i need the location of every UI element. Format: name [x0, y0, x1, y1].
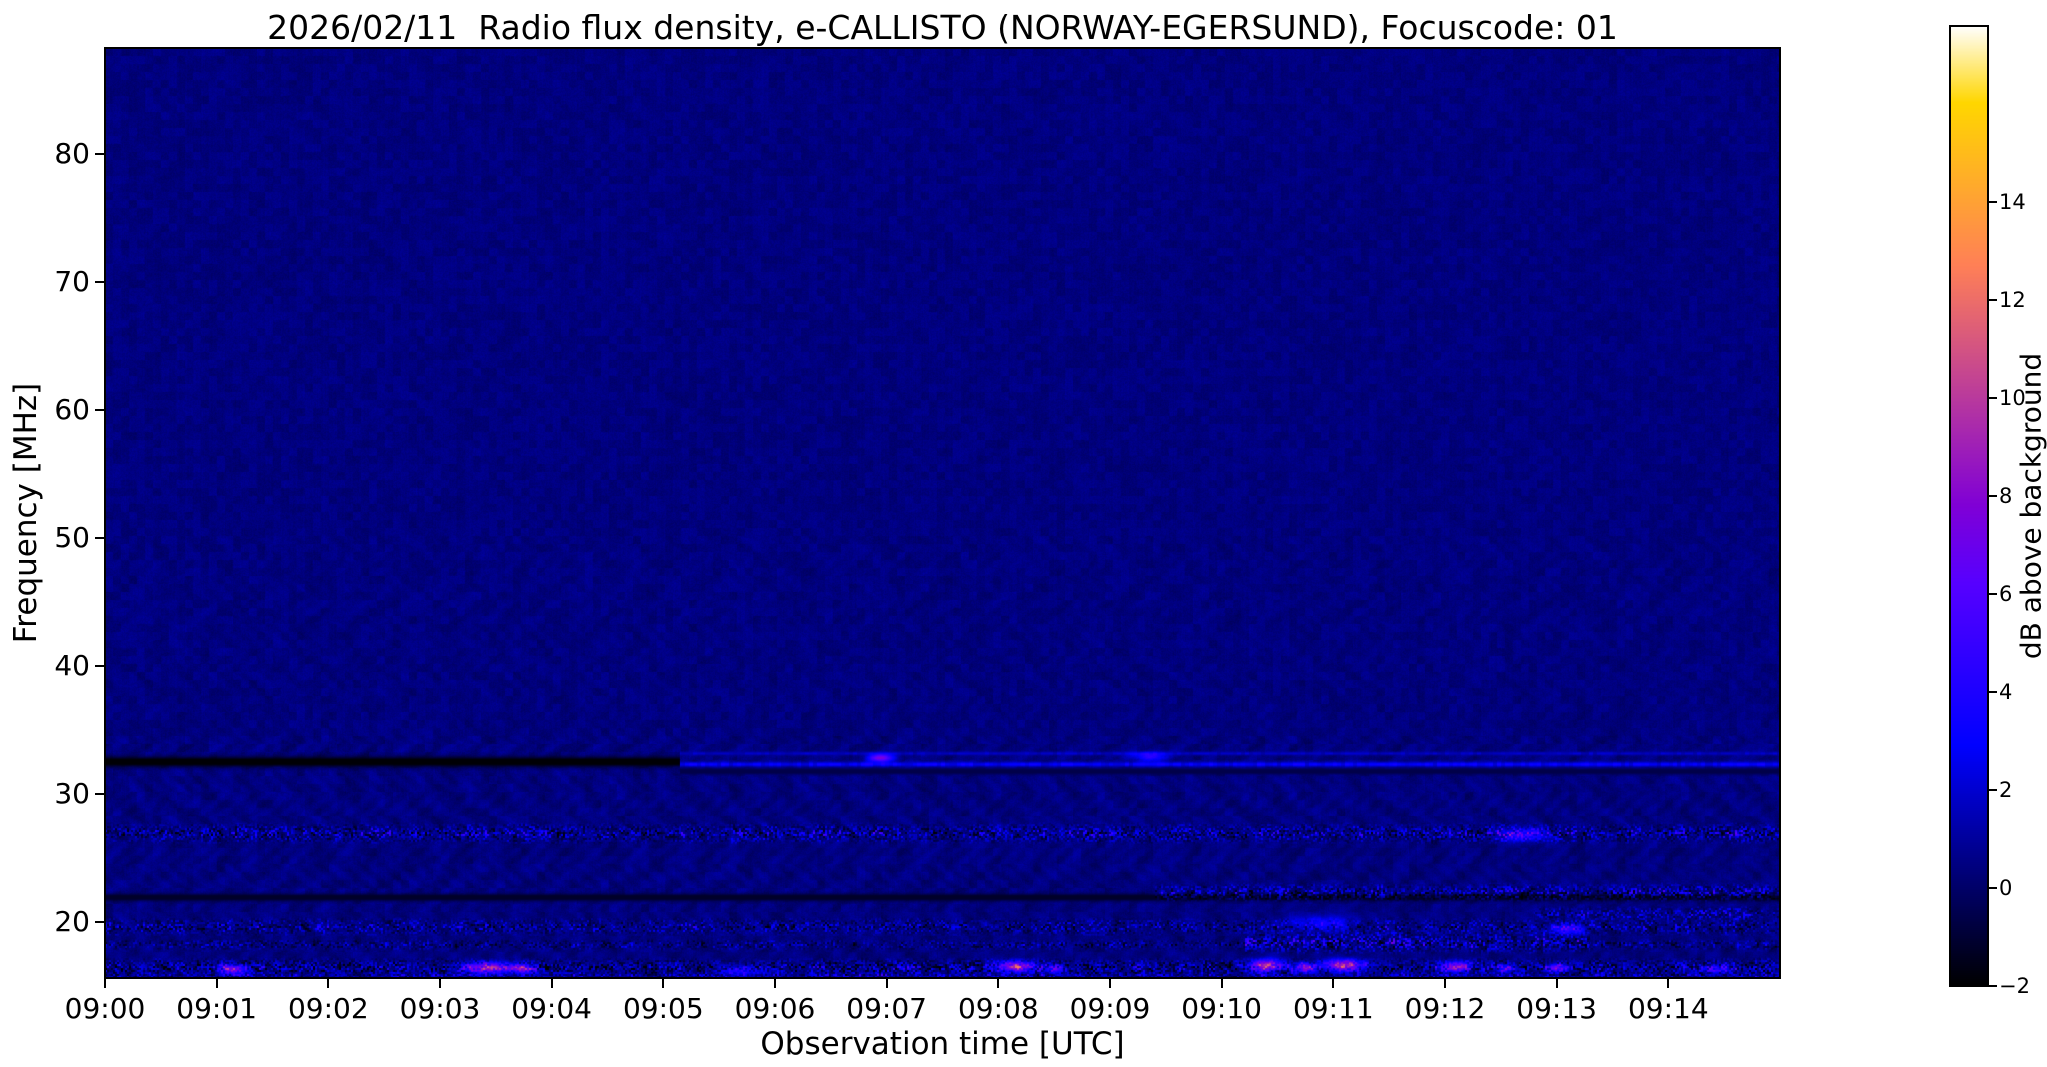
x-tick-label: 09:07: [846, 992, 927, 1025]
x-tick-label: 09:14: [1627, 992, 1709, 1025]
x-tick-label: 09:09: [1069, 992, 1151, 1025]
colorbar-tick-label: 6: [1999, 582, 2013, 607]
x-tick-mark: [997, 979, 1000, 988]
colorbar-tick-label: 4: [1999, 680, 2013, 705]
y-tick-mark: [95, 409, 105, 412]
colorbar-tick-label: −2: [1999, 974, 2030, 998]
y-tick-label: 20: [54, 904, 90, 938]
x-tick-label: 09:11: [1292, 992, 1374, 1025]
x-axis-label: Observation time [UTC]: [760, 1026, 1125, 1062]
colorbar-tick-mark: [1989, 299, 1997, 302]
y-tick-mark: [95, 792, 105, 795]
x-tick-label: 09:00: [64, 992, 146, 1025]
colorbar-tick-mark: [1989, 985, 1997, 987]
colorbar-tick-mark: [1989, 593, 1997, 596]
x-tick-label: 09:06: [734, 992, 816, 1025]
colorbar-tick-label: 10: [1999, 386, 2026, 411]
colorbar-tick-label: 8: [1999, 484, 2013, 509]
y-tick-label: 40: [54, 648, 90, 682]
x-tick-label: 09:12: [1404, 992, 1486, 1025]
x-tick-mark: [327, 979, 330, 988]
x-tick-mark: [104, 979, 106, 988]
x-tick-mark: [1667, 979, 1670, 988]
colorbar-tick-mark: [1989, 789, 1997, 792]
x-tick-mark: [662, 979, 665, 988]
colorbar-label: dB above background: [2014, 352, 2047, 660]
x-tick-label: 09:13: [1516, 992, 1597, 1025]
y-tick-mark: [95, 281, 105, 284]
y-tick-label: 60: [54, 393, 90, 427]
y-tick-label: 30: [54, 776, 90, 810]
x-tick-label: 09:08: [957, 992, 1039, 1025]
colorbar-tick-label: 12: [1999, 288, 2026, 313]
y-tick-mark: [95, 153, 105, 156]
colorbar-tick-label: 2: [1999, 778, 2013, 803]
colorbar-tick-label: 0: [1999, 876, 2013, 901]
x-tick-mark: [550, 979, 553, 988]
y-tick-mark: [95, 664, 105, 667]
spectrogram-canvas: [105, 48, 1780, 978]
x-tick-mark: [1220, 979, 1223, 988]
x-tick-mark: [774, 979, 776, 988]
x-tick-mark: [1332, 979, 1335, 988]
y-axis-label: Frequency [MHz]: [8, 382, 44, 644]
x-tick-label: 09:03: [399, 992, 481, 1025]
colorbar-tick-mark: [1989, 691, 1997, 694]
plot-title: 2026/02/11 Radio flux density, e-CALLIST…: [267, 8, 1618, 47]
colorbar-canvas: [1950, 26, 1988, 986]
y-tick-label: 70: [54, 265, 90, 299]
x-tick-mark: [885, 979, 888, 988]
x-tick-label: 09:05: [622, 992, 704, 1025]
y-tick-label: 80: [54, 137, 90, 171]
colorbar-tick-label: 14: [1999, 190, 2026, 215]
x-tick-mark: [1555, 979, 1558, 988]
colorbar-tick-mark: [1989, 495, 1997, 498]
x-tick-mark: [1109, 979, 1111, 988]
colorbar-tick-mark: [1989, 201, 1997, 204]
x-tick-mark: [215, 979, 218, 988]
x-tick-mark: [1444, 979, 1446, 988]
x-tick-mark: [439, 979, 441, 988]
x-tick-label: 09:04: [511, 992, 592, 1025]
x-tick-label: 09:01: [176, 992, 257, 1025]
x-tick-label: 09:10: [1181, 992, 1262, 1025]
x-tick-label: 09:02: [287, 992, 369, 1025]
colorbar-tick-mark: [1989, 887, 1997, 890]
colorbar-tick-mark: [1989, 397, 1997, 400]
y-tick-mark: [95, 536, 105, 539]
y-tick-label: 50: [54, 520, 90, 554]
y-tick-mark: [95, 920, 105, 923]
